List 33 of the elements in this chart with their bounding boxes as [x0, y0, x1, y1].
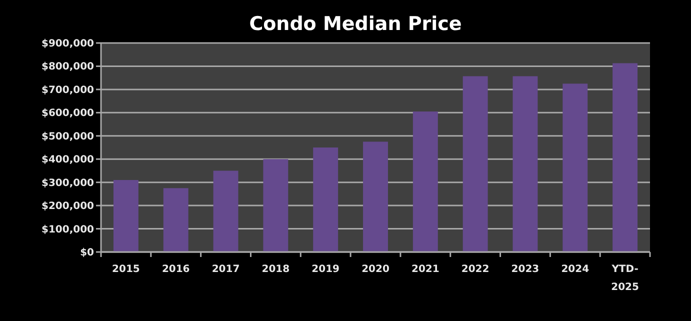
x-tick-label: 2021	[411, 264, 440, 275]
chart-title: Condo Median Price	[249, 13, 462, 35]
x-tick-label: 2023	[511, 264, 540, 275]
y-tick-label: $500,000	[41, 131, 94, 142]
x-tick-label: 2020	[362, 264, 390, 275]
bar	[562, 84, 588, 252]
y-tick-label: $900,000	[41, 38, 94, 50]
y-tick-label: $0	[80, 248, 94, 258]
y-tick-label: $100,000	[41, 224, 94, 236]
y-tick-label: $600,000	[41, 108, 94, 120]
x-tick-label: 2017	[212, 264, 240, 275]
y-tick-label: $700,000	[41, 84, 94, 96]
bar	[113, 180, 138, 252]
bar	[462, 76, 488, 252]
bar	[512, 76, 538, 252]
bar	[213, 170, 238, 252]
bar	[263, 159, 288, 252]
bar	[163, 188, 188, 252]
x-tick-label: YTD-2025	[610, 264, 639, 293]
y-tick-label: $200,000	[41, 201, 94, 212]
x-tick-label: 2019	[312, 264, 340, 275]
x-tick-label: 2022	[461, 264, 490, 275]
bar	[313, 148, 338, 252]
bar	[363, 142, 388, 252]
y-tick-label: $300,000	[41, 178, 94, 189]
x-tick-label: 2018	[262, 264, 290, 275]
x-tick-label: 2024	[561, 264, 590, 275]
y-tick-label: $800,000	[41, 62, 94, 73]
bar	[412, 112, 438, 252]
x-tick-label: 2016	[162, 264, 190, 275]
y-tick-label: $400,000	[41, 154, 94, 166]
x-tick-label: 2015	[112, 264, 140, 275]
bar	[612, 63, 638, 252]
